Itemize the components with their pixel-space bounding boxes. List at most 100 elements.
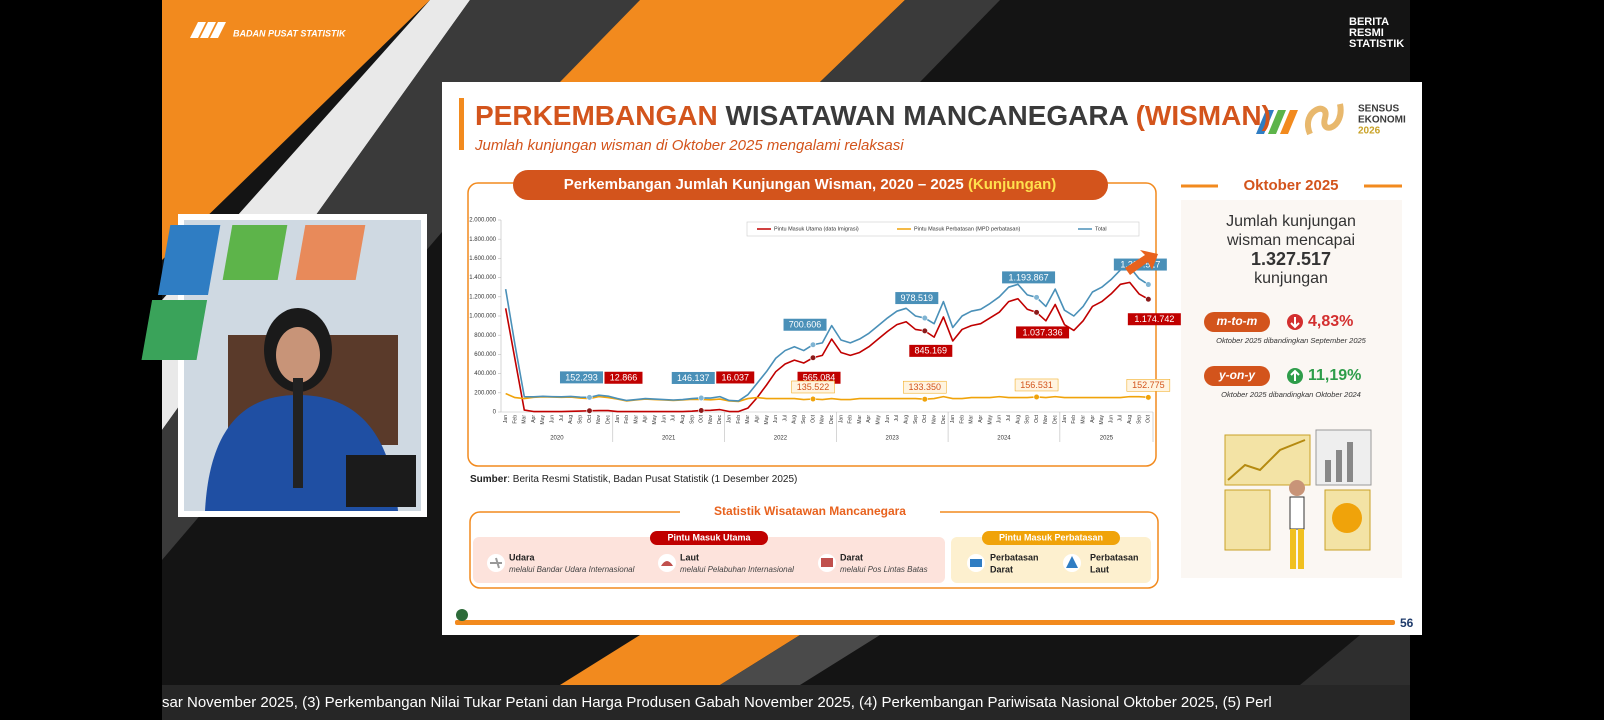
entry-name: Laut — [1090, 564, 1109, 574]
data-label-box — [1127, 313, 1181, 326]
pct-value: 11,19% — [1308, 367, 1361, 384]
x-tick-label: Dec — [605, 415, 611, 424]
panel-line: Jumlah kunjungan — [1226, 213, 1356, 230]
x-tick-label: Nov — [931, 415, 937, 424]
data-point — [698, 407, 705, 414]
x-tick-label: Dec — [829, 415, 835, 424]
source: Sumber: Berita Resmi Statistik, Badan Pu… — [470, 474, 797, 485]
x-tick-label: Feb — [624, 415, 630, 424]
panel-heading: Oktober 2025 — [1243, 177, 1338, 194]
x-tick-label: Feb — [959, 415, 965, 424]
x-tick-label: Aug — [680, 415, 686, 424]
x-tick-label: Mar — [969, 415, 975, 424]
logo-text: EKONOMI — [1358, 115, 1406, 126]
x-tick-label: Jan — [838, 415, 844, 423]
x-tick-label: Oct — [587, 414, 593, 422]
x-tick-label: Jul — [671, 415, 677, 421]
x-tick-label: Feb — [1071, 415, 1077, 424]
legend-label: Pintu Masuk Utama (data Imigrasi) — [774, 226, 859, 232]
series-line — [505, 392, 1149, 403]
data-point — [809, 395, 817, 403]
x-tick-label: Dec — [941, 415, 947, 424]
x-tick-label: Aug — [792, 415, 798, 424]
x-tick-label: May — [1099, 415, 1105, 425]
entry-name: Darat — [840, 552, 863, 562]
bps-logo — [190, 22, 226, 38]
year-label: 2025 — [1100, 436, 1114, 442]
brs-line: STATISTIK — [1349, 38, 1404, 50]
x-tick-label: Feb — [736, 415, 742, 424]
x-tick-label: Jan — [615, 415, 621, 423]
slide — [442, 82, 1422, 635]
x-tick-label: Jun — [997, 415, 1003, 423]
data-label-box — [909, 344, 953, 357]
entry-desc: melalui Pelabuhan Internasional — [680, 565, 794, 574]
x-tick-label: Jun — [550, 415, 556, 423]
y-tick-label: 600.000 — [474, 352, 496, 358]
data-label: 152.775 — [1132, 380, 1165, 390]
data-point — [586, 407, 593, 414]
x-tick-label: Mar — [857, 415, 863, 424]
data-point — [1145, 281, 1152, 288]
bg-shape — [720, 635, 880, 685]
legend-label: Total — [1095, 226, 1107, 232]
entry-title: Statistik Wisatawan Mancanegara — [714, 504, 906, 518]
x-tick-label: Sep — [913, 415, 919, 424]
year-label: 2024 — [997, 436, 1011, 442]
data-point — [586, 394, 593, 401]
x-tick-label: Sep — [1136, 415, 1142, 424]
x-tick-label: Sep — [1025, 415, 1031, 424]
x-tick-label: Oct — [922, 414, 928, 422]
y-tick-label: 1.800.000 — [469, 237, 496, 243]
bg-shape — [1300, 635, 1410, 685]
data-label-box — [671, 371, 715, 384]
data-label: 135.522 — [797, 382, 830, 392]
data-label: 16.037 — [721, 372, 749, 382]
x-tick-label: Apr — [866, 415, 872, 423]
arrow — [1125, 250, 1158, 275]
data-point — [1145, 296, 1152, 303]
x-tick-label: Apr — [978, 415, 984, 423]
data-point — [698, 394, 705, 402]
data-label-box — [791, 380, 835, 394]
data-label-box — [559, 371, 603, 384]
y-tick-label: 1.000.000 — [469, 314, 496, 320]
x-tick-label: Apr — [643, 415, 649, 423]
x-tick-label: Nov — [596, 415, 602, 424]
x-tick-label: Nov — [820, 415, 826, 424]
y-tick-label: 1.400.000 — [469, 275, 496, 281]
data-label-box — [1126, 379, 1171, 392]
data-label-box — [1014, 378, 1059, 392]
entry-name: Laut — [680, 552, 699, 562]
x-tick-label: Oct — [699, 414, 705, 422]
chart-unit: (Kunjungan) — [968, 176, 1056, 193]
x-tick-label: Apr — [531, 415, 537, 423]
panel-line: 1.327.517 — [1251, 249, 1331, 269]
data-point — [809, 354, 817, 361]
x-tick-label: Jul — [559, 415, 565, 421]
data-label: 700.606 — [789, 320, 822, 330]
chart-title: Perkembangan Jumlah Kunjungan Wisman, 20… — [564, 176, 1057, 193]
entry-name: Udara — [509, 552, 536, 562]
data-point — [1145, 394, 1152, 401]
entry-desc: melalui Pos Lintas Batas — [840, 565, 928, 574]
x-tick-label: Nov — [708, 415, 714, 424]
data-label: 565.084 — [803, 373, 836, 383]
chart-title-text: Perkembangan Jumlah Kunjungan Wisman, 20… — [564, 176, 964, 193]
bg-shape — [560, 0, 905, 82]
data-label-box — [1016, 326, 1070, 339]
data-label: 152.293 — [565, 372, 598, 382]
x-tick-label: Aug — [903, 415, 909, 424]
x-tick-label: May — [652, 415, 658, 425]
data-label: 1.193.867 — [1009, 272, 1049, 282]
x-tick-label: Mar — [522, 415, 528, 424]
x-tick-label: Jan — [503, 415, 509, 423]
data-label-box — [1002, 271, 1056, 284]
y-tick-label: 0 — [493, 410, 497, 416]
source-text: : Berita Resmi Statistik, Badan Pusat St… — [507, 474, 797, 485]
data-label: 146.137 — [677, 373, 710, 383]
data-label-box — [895, 292, 939, 305]
data-label: 156.531 — [1020, 380, 1053, 390]
data-label-box — [604, 371, 643, 384]
